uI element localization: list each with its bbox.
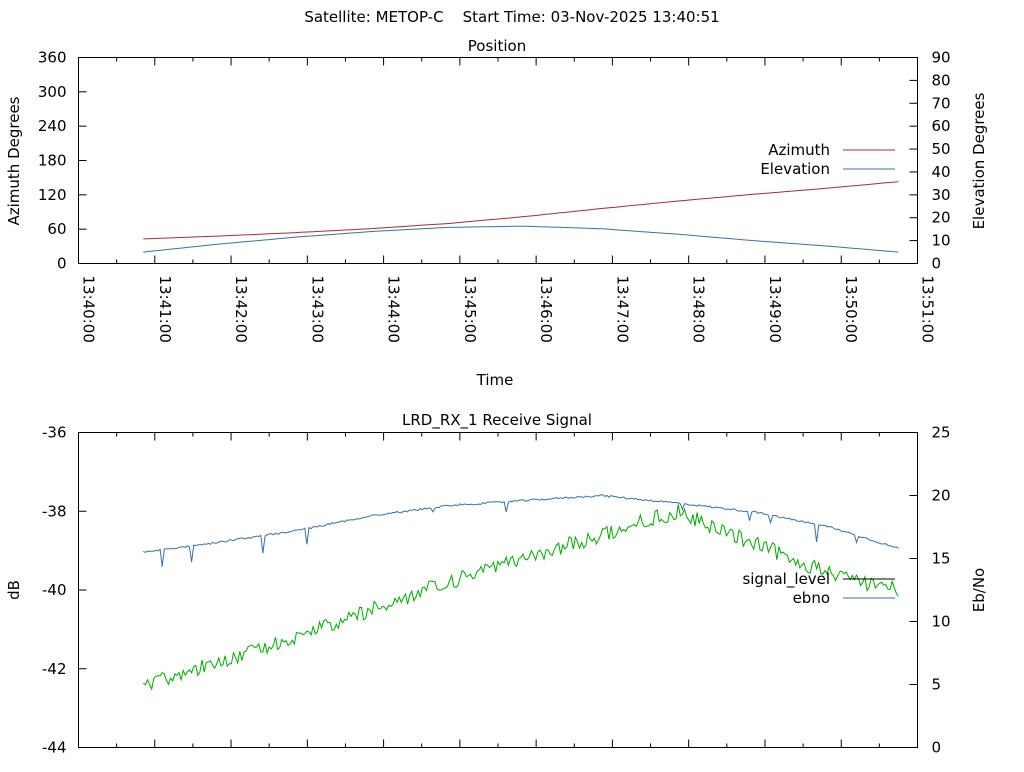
position-ytick-label: 120	[38, 186, 67, 204]
position-xtick-label: 13:41:00	[156, 276, 174, 343]
signal-axis-ticks: -44 -42 -40 -38 -36 0 5 10 15 20 25	[42, 424, 951, 757]
position-xtick-label: 13:49:00	[766, 276, 784, 343]
position-xtick-label: 13:45:00	[461, 276, 479, 343]
position-xlabel: Time	[476, 371, 514, 389]
signal-legend-label: ebno	[793, 589, 830, 607]
signal-ylabel: dB	[5, 580, 23, 600]
signal-series	[143, 494, 899, 691]
position-series	[143, 181, 899, 253]
position-y2tick-label: 40	[932, 163, 951, 181]
signal-series-line-ebno	[143, 494, 899, 567]
signal-legend-label: signal_level	[742, 570, 830, 589]
position-panel: Position Azimuth Degrees Elevation Degre…	[5, 37, 988, 389]
chart-header-title: Satellite: METOP-C Start Time: 03-Nov-20…	[304, 8, 719, 26]
position-xtick-label: 13:48:00	[690, 276, 708, 343]
signal-y2tick-label: 0	[932, 739, 942, 757]
position-xtick-label: 13:46:00	[537, 276, 555, 343]
position-y2tick-label: 70	[932, 94, 951, 112]
signal-y2label: Eb/No	[970, 568, 988, 612]
signal-y2tick-label: 20	[932, 487, 951, 505]
position-ytick-label: 300	[38, 83, 67, 101]
position-xtick-label: 13:40:00	[80, 276, 98, 343]
position-y2tick-label: 0	[932, 255, 942, 273]
position-xtick-label: 13:47:00	[613, 276, 631, 343]
position-xtick-label: 13:42:00	[232, 276, 250, 343]
position-y2tick-label: 30	[932, 186, 951, 204]
position-axis-ticks: 0 60 120 180 240 300 360 0 10 20 30 40 50 60 70 80 90 13:…	[38, 49, 951, 343]
signal-ytick-label: -44	[42, 739, 67, 757]
position-y2tick-label: 90	[932, 49, 951, 67]
position-series-line-azimuth	[143, 181, 899, 240]
signal-y2tick-label: 25	[932, 424, 951, 442]
position-xtick-label: 13:43:00	[308, 276, 326, 343]
position-legend-label: Elevation	[760, 160, 830, 178]
position-y2tick-label: 10	[932, 232, 951, 250]
signal-series-line-signal-level	[143, 504, 899, 691]
position-xtick-label: 13:50:00	[842, 276, 860, 343]
position-y2label: Elevation Degrees	[970, 92, 988, 229]
position-y2tick-label: 60	[932, 117, 951, 135]
signal-y2tick-label: 10	[932, 613, 951, 631]
position-ytick-label: 60	[47, 220, 66, 238]
position-legend-label: Azimuth	[768, 141, 830, 159]
position-ytick-label: 240	[38, 117, 67, 135]
position-title: Position	[468, 37, 526, 55]
position-ytick-label: 0	[57, 255, 67, 273]
signal-y2tick-label: 15	[932, 550, 951, 568]
signal-y2tick-label: 5	[932, 676, 942, 694]
position-ytick-label: 360	[38, 49, 67, 67]
signal-panel: LRD_RX_1 Receive Signal dB Eb/No -44-42-…	[5, 411, 988, 757]
position-ytick-label: 180	[38, 152, 67, 170]
signal-ytick-label: -36	[42, 424, 67, 442]
signal-ytick-label: -40	[42, 581, 67, 599]
position-series-line-elevation	[143, 225, 899, 253]
position-y2tick-label: 20	[932, 209, 951, 227]
signal-ytick-label: -38	[42, 502, 67, 520]
signal-ytick-label: -42	[42, 660, 67, 678]
signal-title: LRD_RX_1 Receive Signal	[402, 411, 592, 430]
position-y2tick-label: 50	[932, 140, 951, 158]
position-ylabel: Azimuth Degrees	[5, 96, 23, 225]
position-xtick-label: 13:51:00	[919, 276, 937, 343]
position-y2tick-label: 80	[932, 71, 951, 89]
position-xtick-label: 13:44:00	[385, 276, 403, 343]
